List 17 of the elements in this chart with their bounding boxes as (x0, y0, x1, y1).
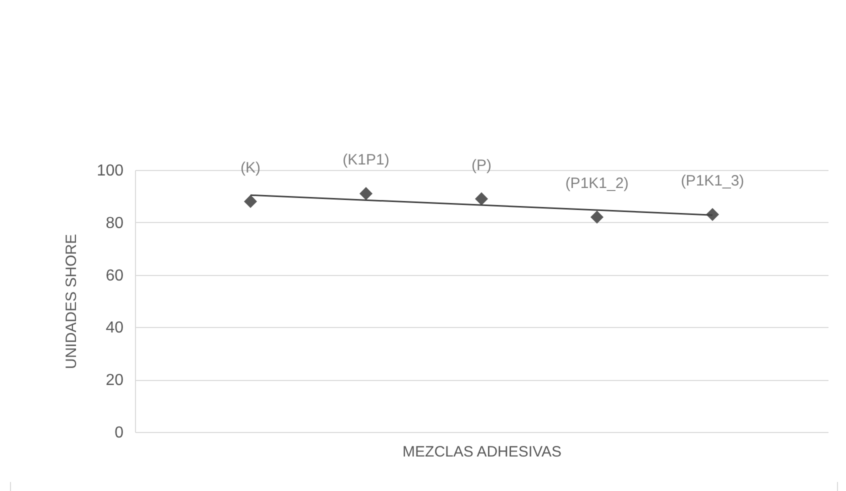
x-axis-title: MEZCLAS ADHESIVAS (402, 444, 562, 460)
point (590, 210, 604, 224)
y-tick-label: 20 (106, 372, 124, 390)
y-tick-label: 0 (114, 424, 124, 442)
point (359, 187, 373, 200)
y-tick-label: 40 (106, 320, 124, 337)
point (244, 194, 258, 208)
y-axis-title: UNIDADES SHORE (62, 234, 80, 370)
x-tick-label: (K) (240, 159, 260, 176)
point (474, 192, 488, 206)
x-tick-label: (P1K1_3) (680, 172, 744, 190)
y-tick-label: 80 (106, 214, 124, 232)
x-tick-label: (P) (472, 156, 492, 174)
x-tick-label: (K1P1) (342, 152, 390, 169)
y-tick-label: 60 (106, 267, 124, 284)
x-tick-label: (P1K1_2) (565, 175, 629, 192)
y-tick-label: 100 (96, 162, 124, 180)
